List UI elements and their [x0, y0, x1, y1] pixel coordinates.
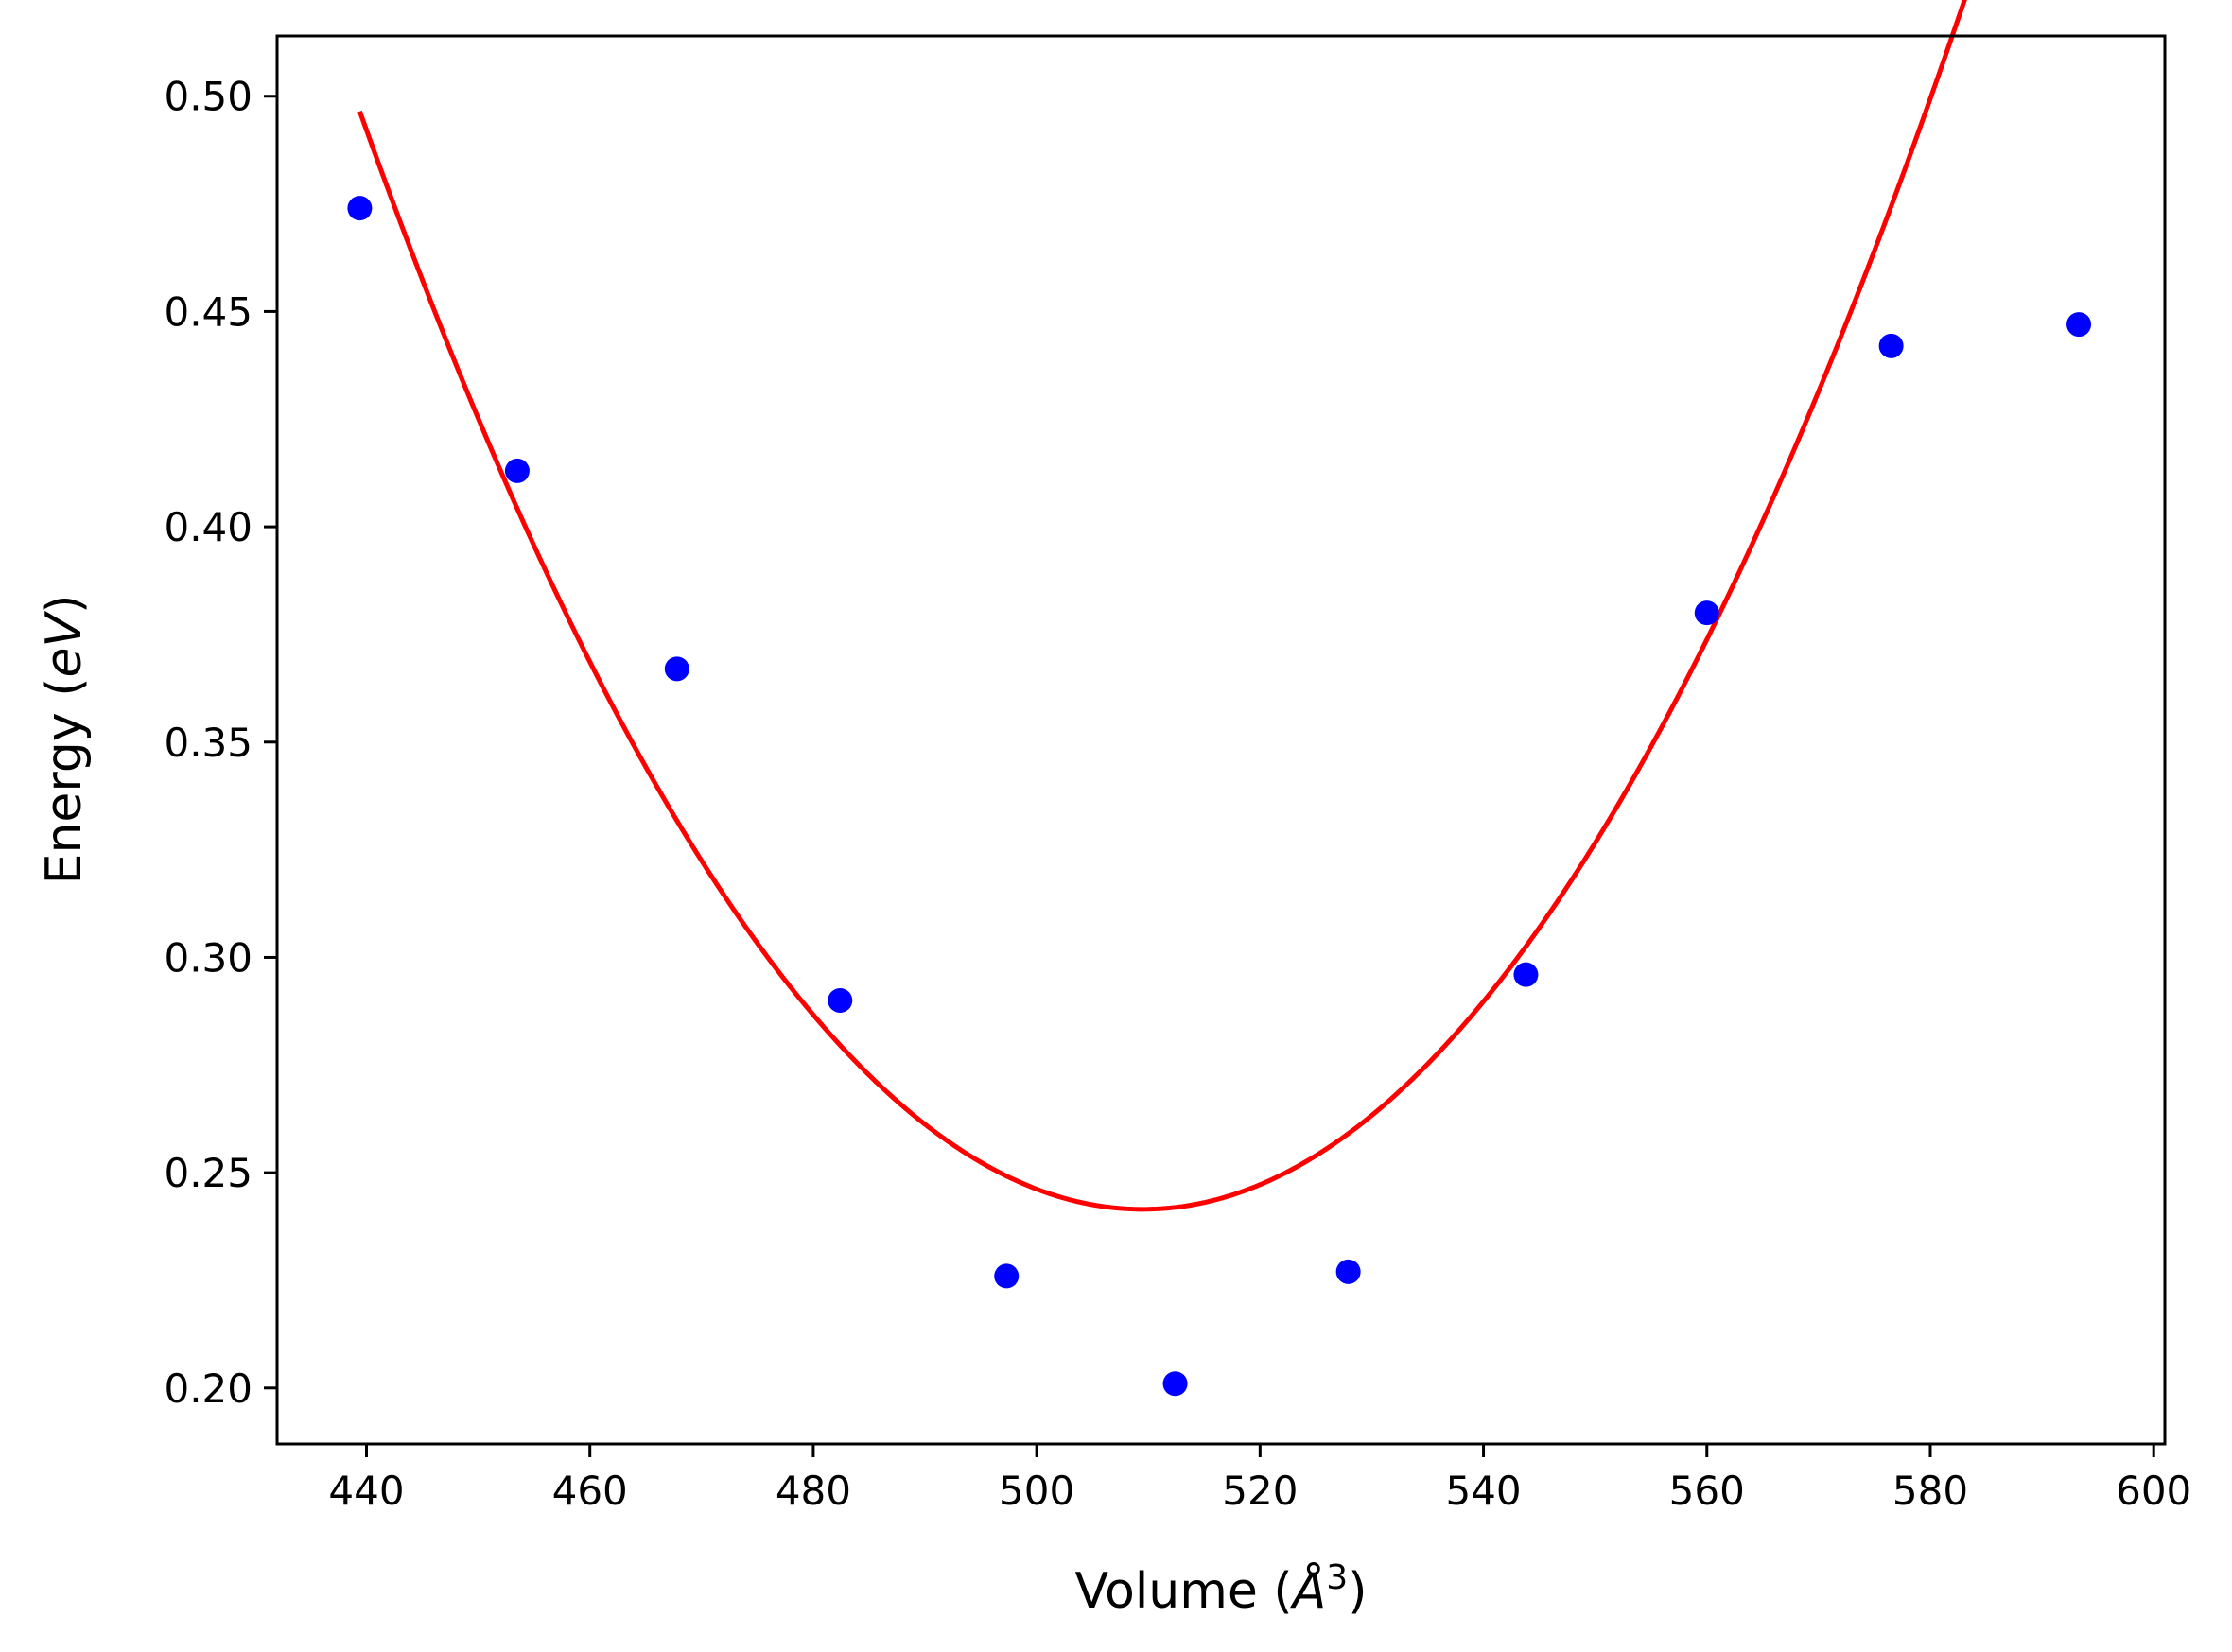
y-tick-label: 0.50 — [164, 74, 253, 120]
y-tick-label: 0.30 — [164, 934, 253, 981]
data-point — [504, 458, 530, 483]
x-axis-ticks: 440 460 480 500 520 540 560 580 600 — [328, 1444, 2191, 1514]
data-point — [1162, 1371, 1188, 1397]
y-tick-label: 0.25 — [164, 1150, 253, 1196]
y-tick-label: 0.45 — [164, 288, 253, 335]
y-tick-label: 0.35 — [164, 720, 253, 766]
x-tick-label: 520 — [1222, 1468, 1298, 1514]
y-axis-label: Energy (eV) — [36, 595, 93, 885]
data-point — [828, 987, 853, 1013]
y-tick-label: 0.40 — [164, 504, 253, 550]
x-tick-label: 500 — [999, 1468, 1074, 1514]
y-tick-label: 0.20 — [164, 1365, 253, 1412]
data-point — [2066, 312, 2092, 338]
x-tick-label: 540 — [1445, 1468, 1521, 1514]
plot-frame — [275, 34, 2167, 1446]
data-points — [347, 196, 2092, 1397]
data-point — [1335, 1259, 1361, 1284]
plot-background — [277, 36, 2165, 1444]
x-axis-label: Volume (Å3) — [1075, 1558, 1368, 1620]
data-point — [347, 196, 373, 221]
fit-curve — [357, 0, 1967, 1212]
x-tick-label: 440 — [328, 1468, 404, 1514]
data-point — [1513, 962, 1539, 987]
data-point — [994, 1263, 1020, 1289]
data-point — [664, 656, 689, 682]
data-point — [1694, 600, 1719, 626]
x-tick-label: 580 — [1892, 1468, 1968, 1514]
y-axis-ticks: 0.20 0.25 0.30 0.35 0.40 0.45 0.50 — [164, 74, 277, 1412]
x-tick-label: 460 — [552, 1468, 628, 1514]
x-tick-label: 600 — [2116, 1468, 2191, 1514]
data-point — [1878, 333, 1904, 358]
x-tick-label: 480 — [776, 1468, 851, 1514]
x-tick-label: 560 — [1669, 1468, 1745, 1514]
